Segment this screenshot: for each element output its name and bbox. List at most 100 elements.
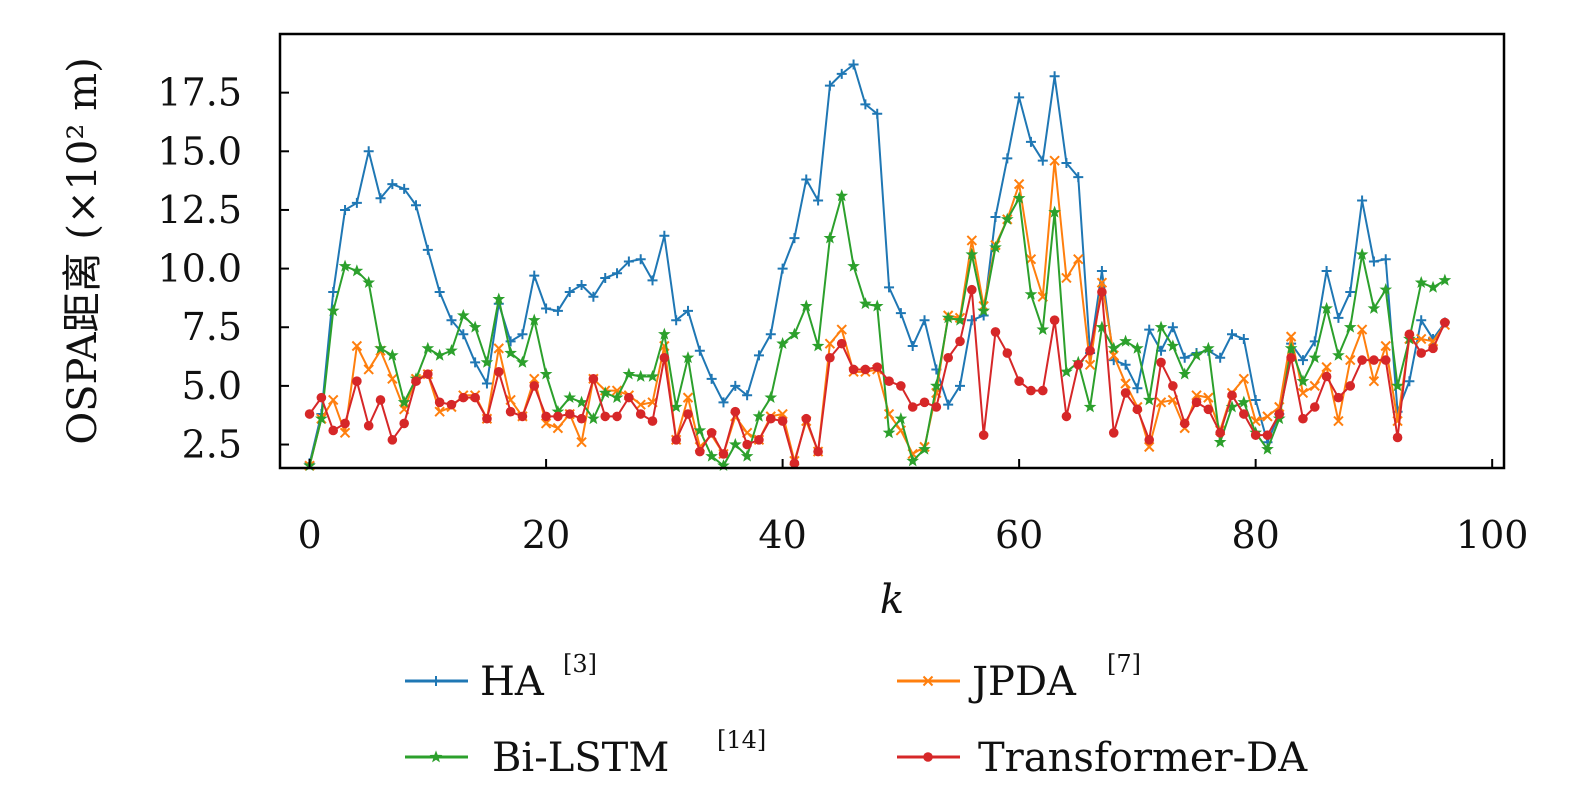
x-axis-title: k: [880, 577, 904, 623]
data-point-transformer-da: [423, 369, 433, 379]
data-point-transformer-da: [1357, 355, 1367, 365]
data-point-bi-lstm: [1119, 334, 1132, 347]
data-point-bi-lstm: [776, 337, 789, 350]
data-point-ha: [1061, 158, 1072, 169]
legend-entry-transformer-da[interactable]: Transformer-DA: [897, 735, 1308, 781]
data-point-jpda: [1238, 373, 1250, 385]
data-point-bi-lstm: [882, 426, 896, 439]
data-point-jpda: [1191, 390, 1202, 401]
data-point-ha: [1014, 92, 1025, 103]
data-point-transformer-da: [801, 413, 812, 424]
data-point-bi-lstm: [859, 297, 872, 310]
data-point-bi-lstm: [445, 344, 458, 357]
legend-ref-ha: [3]: [563, 650, 597, 678]
data-point-transformer-da: [919, 397, 930, 408]
data-point-ha: [363, 146, 374, 157]
data-point-bi-lstm: [941, 311, 955, 324]
data-point-transformer-da: [411, 376, 421, 387]
data-point-jpda: [1084, 359, 1096, 370]
data-point-transformer-da: [1203, 404, 1214, 415]
data-point-ha: [694, 345, 705, 356]
legend-entry-ha[interactable]: HA [3]: [405, 650, 597, 705]
x-tick-label: 100: [1456, 513, 1529, 557]
data-point-ha: [990, 211, 1001, 222]
data-point-ha: [541, 303, 552, 314]
data-point-bi-lstm: [989, 240, 1002, 253]
data-point-transformer-da: [1345, 381, 1356, 391]
x-tick-label: 80: [1231, 513, 1279, 557]
data-point-transformer-da: [907, 402, 918, 412]
data-point-ha: [529, 270, 540, 281]
data-point-bi-lstm: [764, 390, 778, 404]
legend-marker-shape-jpda: [922, 675, 934, 687]
data-point-transformer-da: [1286, 352, 1296, 363]
data-point-ha: [399, 183, 410, 194]
data-point-bi-lstm: [965, 247, 979, 260]
data-point-ha: [1144, 324, 1155, 335]
data-point-ha: [1215, 352, 1226, 363]
data-point-bi-lstm: [587, 412, 600, 425]
data-point-transformer-da: [1179, 418, 1190, 429]
data-point-transformer-da: [978, 430, 989, 440]
y-tick-label: 7.5: [182, 305, 242, 349]
y-tick-label: 15.0: [157, 129, 242, 173]
data-point-bi-lstm: [918, 442, 931, 455]
data-point-transformer-da: [363, 420, 374, 431]
data-point-ha: [1345, 287, 1356, 298]
data-point-transformer-da: [848, 364, 859, 375]
data-point-bi-lstm: [1154, 320, 1168, 333]
data-point-jpda: [777, 408, 788, 420]
data-point-transformer-da: [1428, 343, 1438, 354]
data-point-bi-lstm: [563, 390, 577, 403]
data-point-transformer-da: [789, 458, 800, 469]
data-point-bi-lstm: [1190, 348, 1203, 361]
data-point-jpda: [1061, 272, 1072, 284]
series-bi-lstm: [303, 189, 1452, 472]
data-point-ha: [1167, 322, 1178, 333]
data-point-bi-lstm: [326, 304, 340, 317]
data-point-jpda: [824, 338, 836, 349]
data-point-transformer-da: [1144, 435, 1155, 445]
legend-entry-bi-lstm[interactable]: Bi-LSTM [14]: [405, 726, 766, 781]
data-point-transformer-da: [671, 435, 681, 445]
data-point-ha: [422, 244, 433, 255]
legend-entry-jpda[interactable]: JPDA [7]: [897, 650, 1141, 705]
data-point-transformer-da: [304, 409, 315, 419]
data-point-jpda: [1345, 354, 1356, 366]
data-point-ha: [1096, 265, 1107, 276]
data-point-transformer-da: [872, 362, 883, 372]
data-point-ha: [1333, 312, 1344, 323]
data-point-transformer-da: [1049, 315, 1060, 326]
y-tick-label: 2.5: [182, 423, 242, 467]
data-point-jpda: [1096, 277, 1108, 288]
data-point-jpda: [1416, 333, 1427, 345]
data-point-jpda: [1309, 380, 1320, 392]
data-point-jpda: [1368, 375, 1380, 387]
data-point-transformer-da: [564, 409, 575, 419]
data-point-ha: [1238, 333, 1249, 344]
data-point-transformer-da: [836, 338, 847, 349]
data-point-transformer-da: [316, 392, 327, 403]
plot-frame: [278, 32, 1506, 470]
data-point-ha: [446, 315, 457, 326]
legend-ref-bi-lstm: [14]: [717, 726, 766, 754]
data-point-ha: [1368, 256, 1379, 267]
y-tick-label: 17.5: [157, 71, 242, 115]
x-tick-label: 60: [995, 513, 1043, 557]
legend-marker-ha: [431, 676, 441, 686]
data-point-ha: [1049, 71, 1060, 82]
legend: HA [3] JPDA [7] Bi-LSTM [14] Transformer…: [405, 650, 1308, 781]
data-point-ha: [1357, 195, 1368, 206]
data-point-ha: [340, 204, 351, 215]
data-point-ha: [328, 287, 339, 298]
data-point-transformer-da: [695, 446, 705, 457]
data-point-transformer-da: [1037, 385, 1048, 396]
legend-marker-shape-transformer-da: [923, 752, 933, 762]
data-point-transformer-da: [955, 336, 965, 347]
data-point-transformer-da: [1085, 345, 1095, 356]
data-point-ha: [623, 256, 634, 267]
data-point-transformer-da: [505, 406, 516, 417]
data-point-jpda: [1049, 155, 1060, 166]
data-point-transformer-da: [1215, 428, 1225, 438]
